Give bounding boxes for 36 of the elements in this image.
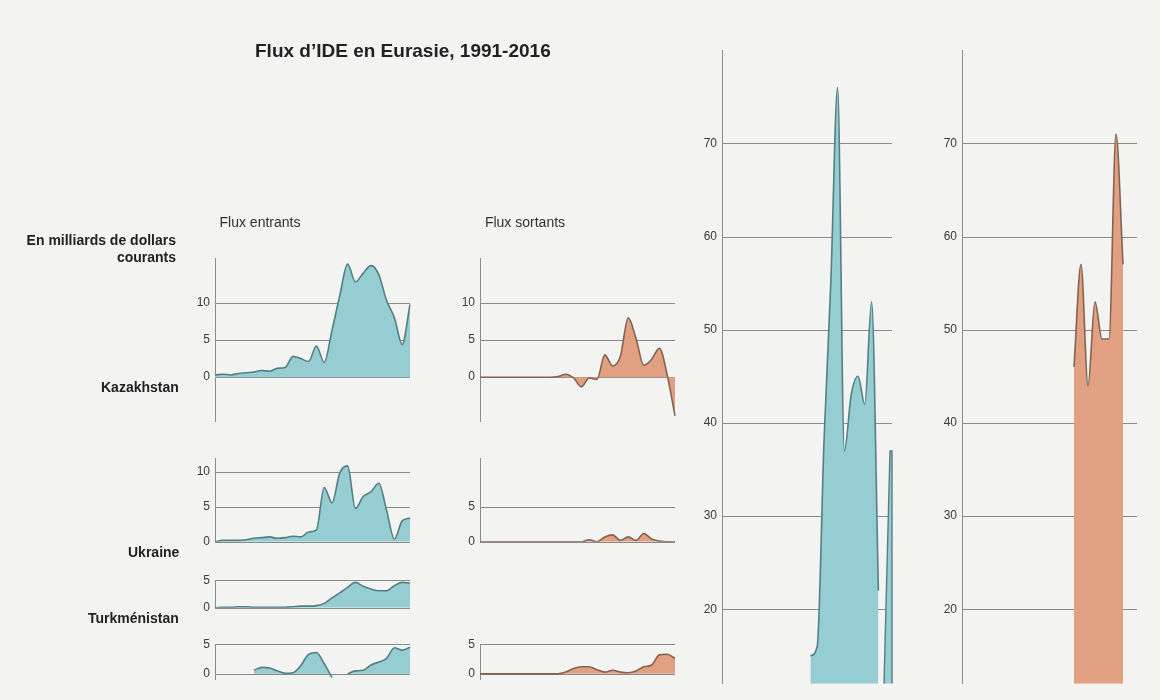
y-axis-title: En milliards de dollars courants [25,232,176,266]
y-tick-label: 70 [703,135,718,150]
chart-title: Flux d’IDE en Eurasie, 1991-2016 [255,40,551,62]
y-tick-label: 5 [203,636,211,651]
y-tick-label: 5 [468,332,476,347]
y-tick-label: 60 [703,228,718,243]
y-tick-label: 5 [203,332,211,347]
y-tick-label: 30 [943,508,958,523]
y-tick-label: 60 [943,228,958,243]
chart-subtitle: Flux entrants [218,214,302,231]
x-axis-title: Ukraine [128,543,180,560]
y-tick-label: 0 [468,666,476,681]
y-tick-label: 40 [703,415,718,430]
x-axis-title: Kazakhstan [101,379,179,396]
y-tick-label: 0 [468,534,476,549]
y-tick-label: 0 [203,666,211,681]
y-tick-label: 20 [943,601,958,616]
y-tick-label: 0 [468,369,476,384]
y-tick-label: 5 [203,499,211,514]
y-tick-label: 30 [703,508,718,523]
y-tick-label: 50 [943,322,958,337]
x-axis-title: Turkménistan [88,609,179,626]
y-tick-label: 0 [203,600,211,615]
y-tick-label: 5 [203,572,211,587]
y-tick-label: 50 [703,322,718,337]
chart-subtitle: Flux sortants [483,214,567,231]
y-tick-label: 10 [196,295,211,310]
y-tick-label: 0 [203,369,211,384]
y-tick-label: 20 [703,601,718,616]
y-tick-label: 0 [203,534,211,549]
y-tick-label: 40 [943,415,958,430]
y-tick-label: 70 [943,135,958,150]
y-tick-label: 5 [468,636,476,651]
y-tick-label: 10 [461,295,476,310]
y-tick-label: 5 [468,499,476,514]
y-tick-label: 10 [196,464,211,479]
